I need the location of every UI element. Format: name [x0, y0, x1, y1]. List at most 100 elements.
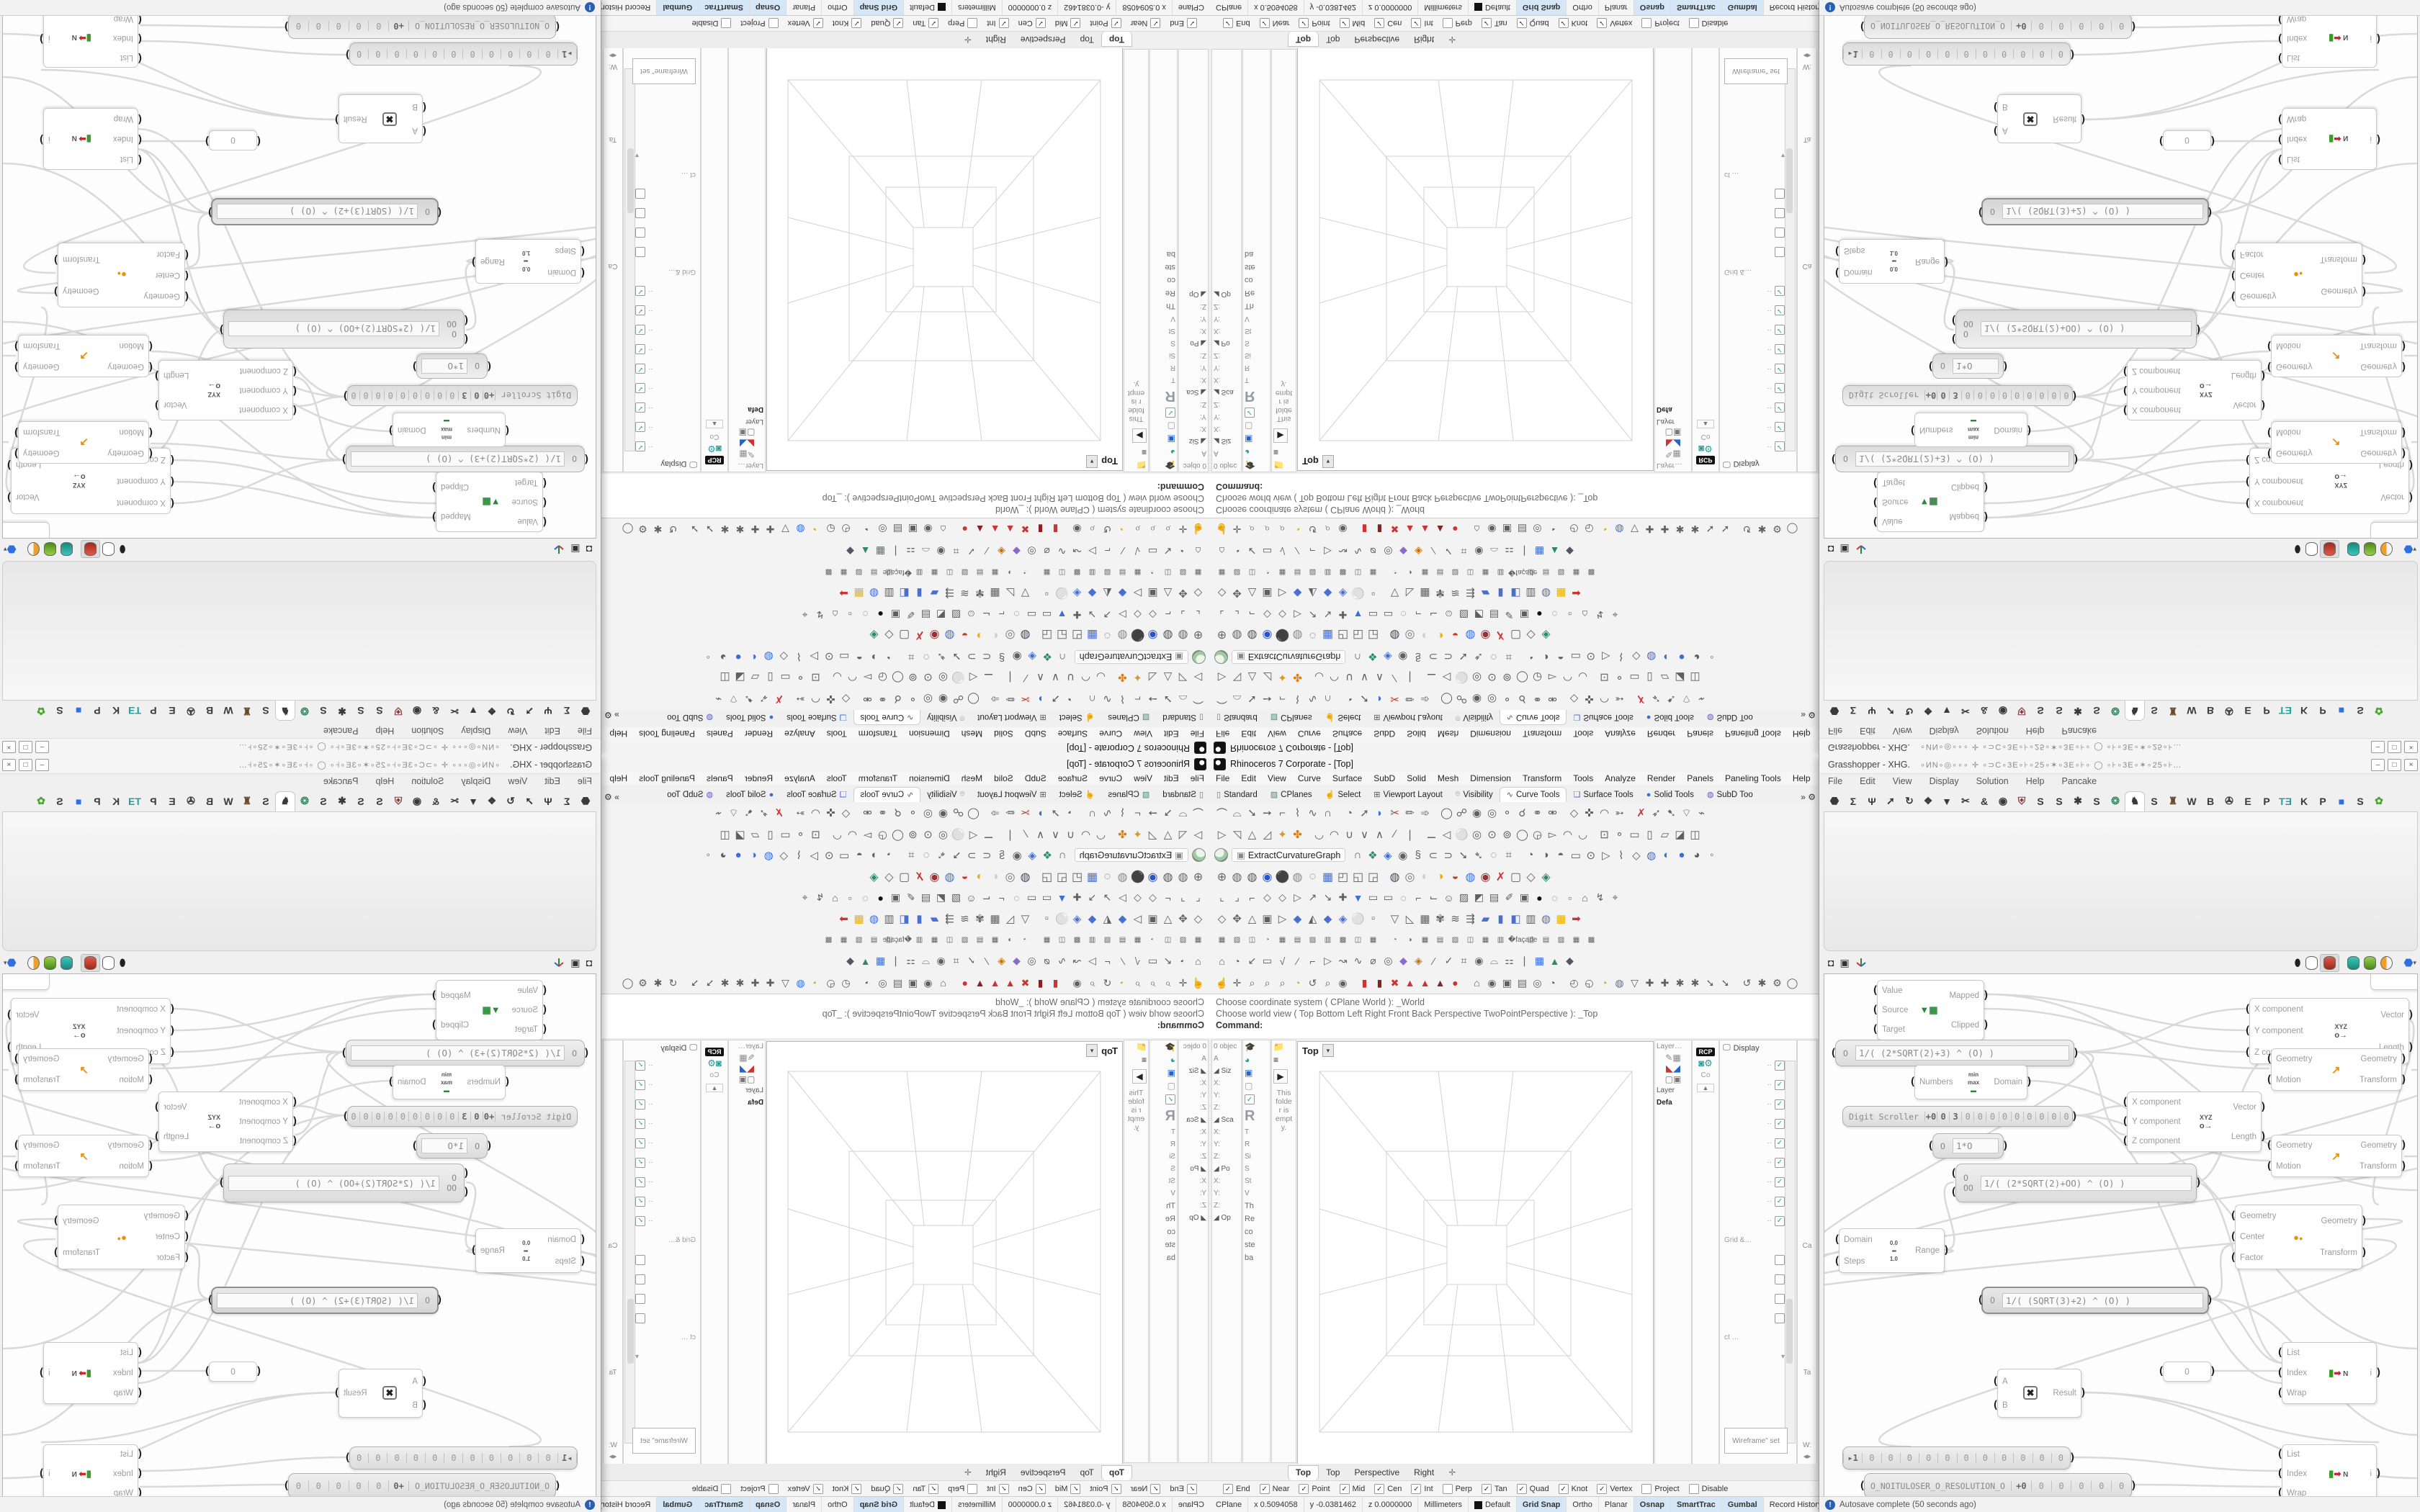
menu-curve[interactable]: Curve: [1297, 729, 1321, 739]
scroll-up-button[interactable]: ▲: [706, 1084, 723, 1092]
toolbar-icon[interactable]: ☺: [1443, 608, 1454, 621]
toolbar-icon[interactable]: ∕: [1394, 828, 1396, 840]
gh-ribbon-tab-20[interactable]: B: [2206, 796, 2215, 807]
toolbar-tab-viewport-layout[interactable]: ⊞ Viewport Layout: [1373, 790, 1443, 800]
gh-ribbon-tab-9[interactable]: ◉: [412, 795, 422, 806]
gh-node-gslider[interactable]: O_NOITULOSER_O_RESOLUTION_O +0 0 0 0 0 0)(: [283, 1473, 561, 1498]
gh-ribbon-tab-0[interactable]: ⬣: [1829, 795, 1839, 806]
toolbar-icon[interactable]: ◇: [841, 807, 851, 819]
toolbar-icon[interactable]: ➘: [951, 650, 962, 663]
toolbar-icon[interactable]: ➶: [759, 693, 768, 705]
toolbar-icon[interactable]: ◆: [1566, 955, 1574, 966]
toolbar-icon[interactable]: ●: [1452, 977, 1458, 989]
toolbar-icon[interactable]: ▥: [1497, 936, 1505, 944]
toolbar-icon[interactable]: ◑: [871, 849, 878, 861]
toolbar-icon[interactable]: ◉: [936, 546, 946, 557]
toolbar-icon[interactable]: ◯: [622, 523, 634, 536]
toolbar-icon[interactable]: ◈: [1415, 546, 1422, 557]
toolbar-icon[interactable]: ✗: [774, 807, 784, 819]
toolbar-icon[interactable]: ◴: [1569, 976, 1579, 989]
wire-display-icon[interactable]: [2305, 955, 2318, 970]
toolbar-icon[interactable]: ◺: [1405, 912, 1415, 925]
toolbar-icon[interactable]: ✚: [1645, 976, 1654, 989]
rcp-badge[interactable]: RCP: [1696, 1048, 1715, 1056]
toolbar-icon[interactable]: ▨: [855, 568, 863, 576]
toolbar-icon[interactable]: ➘: [1163, 807, 1173, 819]
toolbar-icon[interactable]: ⚙: [638, 523, 647, 536]
toolbar-icon[interactable]: ▦: [875, 955, 886, 966]
viewport-tab-perspective-2[interactable]: Perspective: [1354, 1467, 1400, 1477]
extract-curvature-graph-button[interactable]: ▣ ExtractCurvatureGraph: [1232, 848, 1346, 862]
default-layer-label[interactable]: Defa: [748, 405, 763, 413]
gh-menu-solution[interactable]: Solution: [1976, 776, 2009, 786]
toolbar-icon[interactable]: ∩: [1324, 806, 1332, 819]
toolbar-icon[interactable]: ⊙: [1487, 671, 1497, 684]
shaded-display-icon[interactable]: [80, 953, 100, 972]
toolbar-icon[interactable]: ◫: [1354, 936, 1362, 944]
display-option-row[interactable]: [1720, 1289, 1796, 1308]
toolbar-icon[interactable]: ◔: [1234, 545, 1240, 557]
panel-icon[interactable]: ◕: [1245, 447, 1250, 457]
toolbar-icon[interactable]: ⌖: [802, 891, 808, 903]
gh-menu-file[interactable]: File: [577, 776, 592, 786]
toolbar-tab-visibility[interactable]: ⌾ Visibility: [927, 790, 965, 799]
toolbar-icon[interactable]: ▦: [1218, 568, 1226, 576]
gh-ribbon-tab-11[interactable]: S: [376, 796, 383, 807]
toolbar-icon[interactable]: ▨: [1557, 568, 1565, 576]
close-button[interactable]: ×: [2404, 741, 2418, 754]
toolbar-icon[interactable]: ▤: [1489, 891, 1500, 903]
toolbar-icon[interactable]: ✾: [975, 587, 985, 600]
annotate-icon[interactable]: ✎▦: [1665, 1053, 1681, 1063]
toolbar-icon[interactable]: ◉: [1147, 629, 1158, 642]
menu-view[interactable]: View: [1134, 729, 1152, 739]
toolbar-icon[interactable]: ◫: [1248, 568, 1256, 576]
toolbar-icon[interactable]: ▷: [1602, 650, 1610, 663]
gh-menu-file[interactable]: File: [1828, 726, 1843, 736]
gh-ribbon-tab-27[interactable]: ■: [75, 796, 82, 807]
hamburger-icon[interactable]: ≡: [1141, 1055, 1147, 1065]
toolbar-icon[interactable]: ◉: [1262, 870, 1273, 883]
toolbar-icon[interactable]: ➘: [1706, 523, 1715, 536]
toolbar-icon[interactable]: ▰: [930, 587, 939, 600]
gh-ribbon-tab-20[interactable]: B: [205, 796, 214, 807]
menu-solid[interactable]: Solid: [994, 773, 1013, 783]
toolbar-icon[interactable]: ▦: [1421, 568, 1429, 576]
gh-ribbon-tab-1[interactable]: Σ: [1850, 796, 1857, 807]
toolbar-icon[interactable]: ◩: [1474, 891, 1484, 903]
toolbar-icon[interactable]: ▮: [1376, 523, 1383, 536]
toolbar-icon[interactable]: ⚏: [1505, 955, 1514, 966]
osnap-project[interactable]: Project: [740, 18, 779, 28]
close-button[interactable]: ×: [2, 758, 16, 771]
status-gumbal[interactable]: Gumbal: [1721, 1497, 1764, 1512]
toolbar-icon[interactable]: ◇: [779, 849, 788, 862]
toolbar-icon[interactable]: ➙: [1263, 693, 1272, 705]
octagon-icon[interactable]: ⬣ ▾: [2403, 957, 2416, 969]
toolbar-icon[interactable]: ▽: [1021, 587, 1030, 600]
toolbar-icon[interactable]: ⇶: [945, 587, 954, 600]
gh-menu-edit[interactable]: Edit: [1860, 726, 1876, 736]
gh-ribbon-tab-7[interactable]: ✂: [1961, 706, 1970, 717]
widget-icon[interactable]: ▣: [570, 544, 581, 556]
toolbar-icon[interactable]: ∪: [1067, 828, 1075, 841]
toolbar-icon[interactable]: ☌: [1518, 693, 1526, 705]
osnap-int[interactable]: ✓ Int: [987, 1484, 1009, 1494]
gh-menu-pancake[interactable]: Pancake: [2061, 776, 2097, 786]
menu-tools[interactable]: Tools: [1573, 773, 1594, 783]
toolbar-icon[interactable]: ⌙: [982, 609, 991, 621]
toolbar-icon[interactable]: ∩: [1353, 651, 1362, 663]
toolbar-icon[interactable]: √: [1279, 545, 1286, 557]
toolbar-icon[interactable]: ⌙: [1429, 891, 1438, 903]
toolbar-icon[interactable]: ◉: [1471, 693, 1482, 705]
osnap-perp[interactable]: Perp: [948, 1484, 978, 1494]
toolbar-icon[interactable]: ◉: [1012, 849, 1022, 862]
toolbar-icon[interactable]: ∿: [1353, 546, 1363, 557]
default-layer-label[interactable]: Defa: [1657, 1099, 1672, 1107]
toolbar-icon[interactable]: ◕: [1693, 651, 1700, 663]
toolbar-icon[interactable]: ⚪: [1055, 912, 1069, 925]
toolbar-icon[interactable]: ▣: [1519, 891, 1530, 903]
gh-node-scale[interactable]: Geometry Center Factor ●● Geometry Transform(…: [2230, 243, 2367, 307]
toolbar-icon[interactable]: ◉: [1480, 870, 1491, 883]
toolbar-icon[interactable]: ▣: [1262, 912, 1273, 925]
toolbar-icon[interactable]: ◍: [869, 587, 879, 600]
toolbar-overflow-button[interactable]: » ⚙: [604, 792, 619, 802]
